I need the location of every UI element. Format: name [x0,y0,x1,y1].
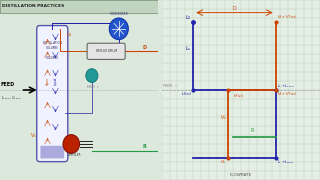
Text: $L_{Feed}$: $L_{Feed}$ [181,90,192,98]
Text: $L_0$: $L_0$ [66,30,72,39]
Text: FEED  ↑: FEED ↑ [163,84,178,88]
Circle shape [86,69,98,82]
Text: COLUMN: COLUMN [46,56,59,60]
Text: REFLUX DRUM: REFLUX DRUM [96,49,116,53]
Text: R: R [143,145,146,150]
Text: DISTILLATION
COLUMN: DISTILLATION COLUMN [42,41,62,50]
Text: $V_s$: $V_s$ [30,131,37,140]
FancyBboxPatch shape [37,26,68,162]
Text: $V_s$: $V_s$ [220,113,227,122]
FancyBboxPatch shape [87,43,125,59]
Text: $V_s + V_{Feed}$: $V_s + V_{Feed}$ [277,14,298,21]
Text: REBOILER: REBOILER [68,153,81,157]
Text: $V_s + V_{Feed}$: $V_s + V_{Feed}$ [277,90,298,98]
Text: CONDENSER: CONDENSER [109,12,128,16]
Text: FLOWRATE: FLOWRATE [230,173,252,177]
FancyBboxPatch shape [40,146,64,158]
Text: R: R [250,128,253,133]
Text: FEED  ↑: FEED ↑ [87,85,99,89]
Bar [0,0,158,13]
Text: $L_{Feed}$, $V_{Feed}$: $L_{Feed}$, $V_{Feed}$ [1,94,21,102]
Text: DISTILLATION PRACTICES: DISTILLATION PRACTICES [2,4,65,8]
Text: D: D [233,6,236,11]
Circle shape [63,135,79,153]
Text: Vapor: Vapor [46,77,50,85]
Text: $V_s$: $V_s$ [220,159,227,166]
Text: $L_0 + L_{Feed}$: $L_0 + L_{Feed}$ [277,82,295,90]
Text: $L_0$: $L_0$ [185,13,192,22]
Text: $V_{Feed}$: $V_{Feed}$ [233,92,244,100]
Text: FEED: FEED [1,82,15,87]
Circle shape [109,18,128,40]
Text: $L_s + L_{Feed}$: $L_s + L_{Feed}$ [277,159,295,166]
Text: D: D [143,45,147,50]
Text: Liquid: Liquid [53,77,58,85]
Text: $L_s$: $L_s$ [185,44,192,53]
